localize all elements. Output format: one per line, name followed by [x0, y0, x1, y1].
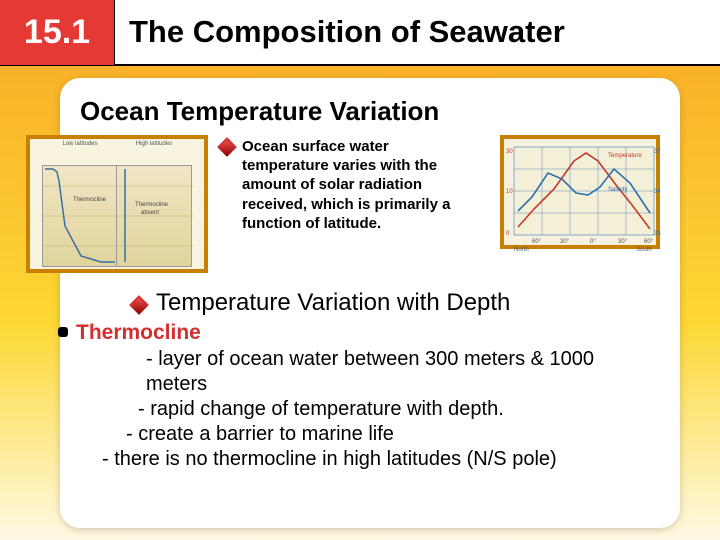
svg-text:30°: 30° — [618, 239, 628, 245]
term-row: Thermocline — [86, 317, 660, 345]
high-latitude-curve: Thermocline absent — [117, 166, 193, 268]
slide-title: The Composition of Seawater — [115, 14, 720, 50]
subheading-row: Temperature Variation with Depth — [132, 289, 660, 317]
point-4: - there is no thermocline in high latitu… — [102, 447, 660, 472]
svg-text:34: 34 — [654, 189, 661, 195]
x-end-south: South — [636, 247, 652, 253]
point-2: - rapid change of temperature with depth… — [138, 397, 660, 422]
svg-text:0°: 0° — [590, 239, 596, 245]
paragraph-text: Ocean surface water temperature varies w… — [242, 137, 472, 233]
latitude-chart-svg: Temperature Salinity 30 10 0 37 34 33 60… — [504, 139, 664, 253]
chart-label-high-lat: High latitudes — [114, 141, 194, 147]
diamond-bullet-icon — [129, 295, 149, 315]
depth-profile-chart: Low latitudes High latitudes Thermocline — [26, 135, 208, 273]
svg-text:60°: 60° — [532, 239, 542, 245]
point-3: - create a barrier to marine life — [126, 422, 660, 447]
low-latitude-curve: Thermocline — [43, 166, 119, 268]
content-card: Ocean Temperature Variation Low latitude… — [60, 78, 680, 528]
svg-text:60°: 60° — [644, 239, 654, 245]
definition-lines: - layer of ocean water between 300 meter… — [102, 347, 660, 472]
dot-bullet-icon — [58, 327, 68, 337]
diamond-bullet-icon — [217, 137, 237, 157]
thermocline-label: Thermocline — [73, 197, 107, 203]
svg-text:0: 0 — [506, 231, 510, 237]
legend-salinity: Salinity — [608, 187, 627, 193]
x-end-north: North — [514, 247, 529, 253]
latitude-chart: Temperature Salinity 30 10 0 37 34 33 60… — [500, 135, 660, 249]
slide-header: 15.1 The Composition of Seawater — [0, 0, 720, 66]
svg-text:10: 10 — [506, 189, 513, 195]
chart-label-low-lat: Low latitudes — [40, 141, 120, 147]
subheading: Temperature Variation with Depth — [156, 289, 510, 317]
svg-text:33: 33 — [654, 231, 661, 237]
legend-temperature: Temperature — [608, 153, 642, 159]
svg-text:30: 30 — [506, 149, 513, 155]
chart-panel-right: Thermocline absent — [116, 165, 192, 267]
term-thermocline: Thermocline — [76, 321, 201, 345]
point-1: - layer of ocean water between 300 meter… — [146, 347, 660, 397]
bullet-paragraph: Ocean surface water temperature varies w… — [220, 135, 488, 233]
content-row: Low latitudes High latitudes Thermocline — [26, 135, 660, 273]
svg-text:absent: absent — [141, 210, 159, 216]
section-number-badge: 15.1 — [0, 0, 115, 65]
svg-text:30°: 30° — [560, 239, 570, 245]
section-heading: Ocean Temperature Variation — [80, 96, 660, 127]
thermocline-absent-label: Thermocline — [135, 202, 169, 208]
svg-text:37: 37 — [654, 149, 661, 155]
chart-panel-left: Thermocline — [42, 165, 118, 267]
